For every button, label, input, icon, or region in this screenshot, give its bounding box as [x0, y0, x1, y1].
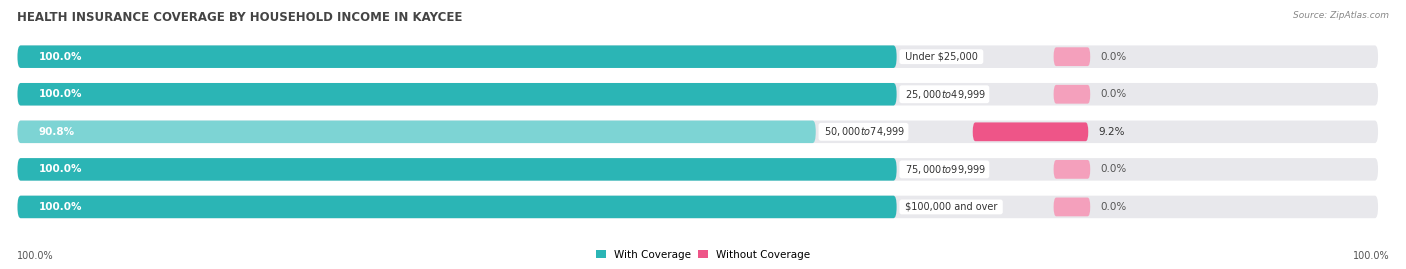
FancyBboxPatch shape [17, 158, 1378, 181]
Text: Source: ZipAtlas.com: Source: ZipAtlas.com [1294, 11, 1389, 20]
FancyBboxPatch shape [17, 45, 897, 68]
Text: $75,000 to $99,999: $75,000 to $99,999 [901, 163, 987, 176]
FancyBboxPatch shape [1053, 85, 1090, 104]
Text: 90.8%: 90.8% [38, 127, 75, 137]
Text: 0.0%: 0.0% [1101, 52, 1128, 62]
FancyBboxPatch shape [17, 83, 897, 105]
FancyBboxPatch shape [17, 121, 1378, 143]
Text: $100,000 and over: $100,000 and over [901, 202, 1000, 212]
FancyBboxPatch shape [17, 121, 815, 143]
Text: 100.0%: 100.0% [38, 202, 82, 212]
FancyBboxPatch shape [17, 45, 1378, 68]
Text: 0.0%: 0.0% [1101, 164, 1128, 174]
Text: $50,000 to $74,999: $50,000 to $74,999 [821, 125, 905, 138]
Text: 9.2%: 9.2% [1098, 127, 1125, 137]
FancyBboxPatch shape [17, 196, 897, 218]
FancyBboxPatch shape [17, 158, 897, 181]
FancyBboxPatch shape [17, 196, 1378, 218]
Text: 100.0%: 100.0% [17, 251, 53, 261]
Text: 100.0%: 100.0% [1353, 251, 1389, 261]
FancyBboxPatch shape [1053, 47, 1090, 66]
Text: 100.0%: 100.0% [38, 164, 82, 174]
Text: HEALTH INSURANCE COVERAGE BY HOUSEHOLD INCOME IN KAYCEE: HEALTH INSURANCE COVERAGE BY HOUSEHOLD I… [17, 11, 463, 24]
Text: 0.0%: 0.0% [1101, 89, 1128, 99]
Text: 0.0%: 0.0% [1101, 202, 1128, 212]
FancyBboxPatch shape [973, 122, 1088, 141]
Text: Under $25,000: Under $25,000 [901, 52, 981, 62]
Text: 100.0%: 100.0% [38, 52, 82, 62]
Legend: With Coverage, Without Coverage: With Coverage, Without Coverage [592, 245, 814, 264]
FancyBboxPatch shape [1053, 197, 1090, 216]
FancyBboxPatch shape [1053, 160, 1090, 179]
Text: 100.0%: 100.0% [38, 89, 82, 99]
Text: $25,000 to $49,999: $25,000 to $49,999 [901, 88, 987, 101]
FancyBboxPatch shape [17, 83, 1378, 105]
